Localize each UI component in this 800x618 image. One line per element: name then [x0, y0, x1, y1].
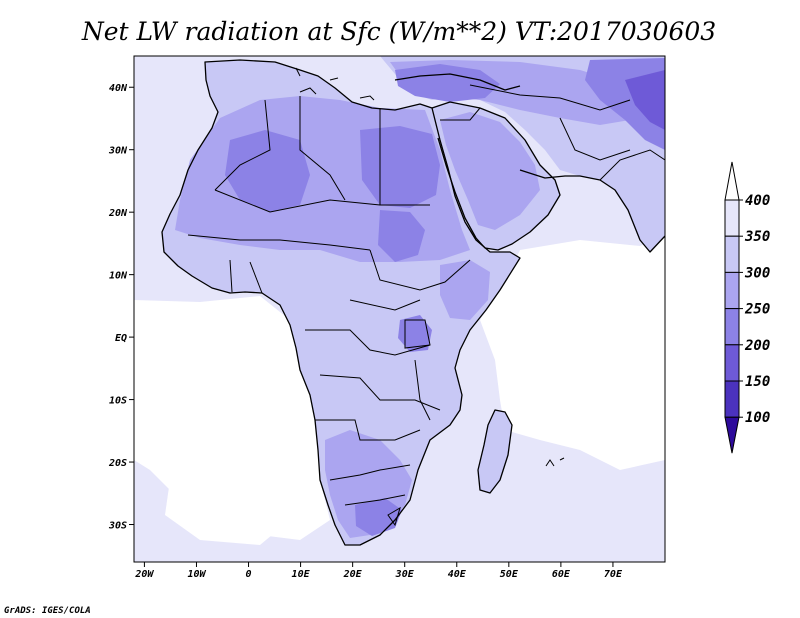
lon-tick-label: 20W: [134, 569, 154, 580]
lat-tick-label: EQ: [115, 333, 127, 344]
latitude-axis: 40N 30N 20N 10N EQ 10S 20S 30S: [108, 83, 134, 532]
arabia-mid: [440, 112, 540, 230]
clear-ocean-indian: [480, 236, 665, 470]
turkey-dark: [395, 64, 500, 102]
islands: [295, 67, 565, 467]
plot-frame: [133, 55, 666, 563]
map-plot-area: [134, 56, 665, 562]
colorbar-label: 100: [745, 410, 770, 426]
colorbar-segment: [724, 235, 740, 273]
colorbar-label: 250: [744, 302, 770, 318]
lat-tick-label: 20S: [108, 458, 127, 469]
colorbar-label: 150: [745, 374, 770, 390]
colorbar-label: 200: [744, 338, 770, 354]
lat-tick-label: 10N: [109, 271, 128, 282]
colorbar-label: 300: [744, 265, 770, 281]
lat-tick-label: 40N: [109, 83, 128, 94]
colorbar-over-triangle: [724, 161, 740, 201]
country-borders: [161, 59, 665, 546]
lon-tick-label: 40E: [448, 569, 467, 580]
lat-tick-label: 10S: [109, 396, 127, 407]
lat-tick-label: 30N: [108, 146, 128, 157]
colorbar-label: 350: [744, 229, 770, 245]
colorbar-segment: [724, 199, 740, 237]
colorbar: 400 350 300 250 200 150 100: [724, 161, 770, 454]
madagascar-land: [478, 410, 512, 493]
colorbar-segment: [724, 308, 740, 346]
colorbar-segment: [724, 344, 740, 382]
south-africa-dark: [355, 498, 402, 536]
lat-tick-label: 30S: [108, 521, 127, 532]
lon-tick-label: 20E: [343, 569, 363, 580]
sahara-dark-west: [225, 130, 310, 212]
lon-tick-label: 30E: [395, 569, 415, 580]
lon-tick-label: 50E: [500, 569, 519, 580]
lon-tick-label: 10E: [292, 569, 311, 580]
tibet-darker: [625, 70, 665, 130]
colorbar-segment: [724, 380, 740, 418]
colorbar-label: 400: [745, 193, 770, 209]
colorbar-segment: [724, 271, 740, 310]
sudan-dark: [378, 210, 425, 262]
lon-tick-label: 60E: [552, 569, 571, 580]
lat-tick-label: 20N: [108, 208, 128, 219]
lon-tick-label: 10W: [187, 569, 206, 580]
lon-tick-label: 0: [246, 569, 252, 580]
clear-ocean-patch-sw: [165, 470, 290, 545]
map-title: Net LW radiation at Sfc (W/m**2) VT:2017…: [81, 17, 716, 46]
lon-tick-label: 70E: [604, 569, 623, 580]
credit-text: GrADS: IGES/COLA: [4, 606, 91, 616]
colorbar-under-triangle: [724, 416, 740, 454]
lake-victoria-dark: [398, 315, 432, 352]
longitude-axis: 20W 10W 0 10E 20E 30E 40E 50E 60E 70E: [134, 562, 623, 580]
